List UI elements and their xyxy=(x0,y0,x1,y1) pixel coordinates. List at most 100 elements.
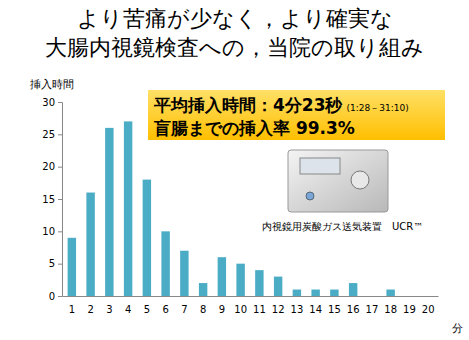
x-tick-label: 11 xyxy=(253,304,266,315)
title: 大腸内視鏡検査への，当院の取り組み xyxy=(45,35,424,60)
y-tick: 0 xyxy=(49,291,62,302)
device-body xyxy=(288,150,388,212)
annotation: 平均挿入時間：4分23秒 (1:28－31:10) xyxy=(153,95,409,115)
x-tick: 10 xyxy=(234,296,247,315)
x-tick-label: 14 xyxy=(309,304,322,315)
x-tick: 12 xyxy=(272,296,285,315)
bar xyxy=(68,238,76,296)
bars xyxy=(68,121,395,296)
x-tick-label: 12 xyxy=(272,304,285,315)
x-tick: 4 xyxy=(125,296,131,315)
y-tick-label: 10 xyxy=(42,226,55,237)
x-tick: 3 xyxy=(106,296,112,315)
y-tick-mark xyxy=(58,102,62,103)
x-tick: 5 xyxy=(144,296,150,315)
bar xyxy=(143,180,151,296)
bar xyxy=(255,270,263,296)
y-tick-mark xyxy=(58,134,62,135)
bar xyxy=(274,277,282,296)
bar xyxy=(218,257,226,296)
x-tick-label: 2 xyxy=(87,304,93,315)
x-tick-label: 9 xyxy=(219,304,225,315)
x-tick-label: 6 xyxy=(162,304,168,315)
y-tick: 30 xyxy=(42,97,62,108)
y-tick-label: 25 xyxy=(42,129,55,140)
x-tick-label: 15 xyxy=(328,304,341,315)
x-tick: 6 xyxy=(162,296,168,315)
x-tick: 20 xyxy=(422,296,435,315)
y-axis-title: 挿入時間 xyxy=(30,78,74,91)
device-panel xyxy=(300,158,340,174)
y-axis: 0 5 10 15 20 25 30 xyxy=(42,97,62,302)
y-tick-mark xyxy=(58,231,62,232)
y-tick-mark xyxy=(58,264,62,265)
bar xyxy=(349,283,357,296)
x-tick: 17 xyxy=(366,296,379,315)
background xyxy=(0,0,469,340)
y-tick-mark xyxy=(58,167,62,168)
x-tick-label: 3 xyxy=(106,304,112,315)
annotation: 平均挿入時間：4分23秒 xyxy=(153,95,343,115)
bar xyxy=(86,193,94,296)
x-tick-label: 4 xyxy=(125,304,131,315)
y-tick-label: 20 xyxy=(42,161,55,172)
title: より苦痛が少なく，より確実な xyxy=(77,6,393,31)
x-tick: 13 xyxy=(291,296,304,315)
bar xyxy=(405,296,413,297)
bar xyxy=(330,290,338,296)
x-tick-label: 20 xyxy=(422,304,435,315)
x-tick: 2 xyxy=(87,296,93,315)
bar xyxy=(368,296,376,297)
x-tick-label: 7 xyxy=(181,304,187,315)
chart-svg: より苦痛が少なく，より確実な大腸内視鏡検査への，当院の取り組み051015202… xyxy=(0,0,469,340)
bar xyxy=(124,121,132,296)
x-tick: 9 xyxy=(219,296,225,315)
y-tick-label: 5 xyxy=(49,258,55,269)
x-tick-label: 13 xyxy=(291,304,304,315)
x-tick-label: 16 xyxy=(347,304,360,315)
y-tick-label: 0 xyxy=(49,291,55,302)
x-tick: 8 xyxy=(200,296,206,315)
y-tick: 10 xyxy=(42,226,62,237)
x-tick: 11 xyxy=(253,296,266,315)
x-tick-label: 8 xyxy=(200,304,206,315)
y-tick-label: 15 xyxy=(42,194,55,205)
bar xyxy=(386,290,394,296)
y-axis-line xyxy=(58,103,63,297)
x-tick: 15 xyxy=(328,296,341,315)
x-tick: 14 xyxy=(309,296,322,315)
y-tick-label: 30 xyxy=(42,97,55,108)
y-tick-mark xyxy=(58,296,62,297)
x-axis-title: 分 xyxy=(452,322,463,335)
x-tick-label: 18 xyxy=(384,304,397,315)
annotation: (1:28－31:10) xyxy=(347,103,409,113)
x-axis: 1234567891011121314151617181920 xyxy=(63,296,439,315)
device-image xyxy=(288,150,388,212)
bar xyxy=(180,251,188,296)
annotation: 盲腸までの挿入率 99.3% xyxy=(153,118,355,138)
device-knob xyxy=(351,171,369,189)
x-tick: 19 xyxy=(403,296,416,315)
x-tick: 1 xyxy=(69,296,75,315)
chart-container: より苦痛が少なく，より確実な大腸内視鏡検査への，当院の取り組み051015202… xyxy=(0,0,469,340)
bar xyxy=(293,290,301,296)
x-tick-label: 19 xyxy=(403,304,416,315)
x-tick-label: 1 xyxy=(69,304,75,315)
y-tick-mark xyxy=(58,199,62,200)
x-axis-line xyxy=(63,296,439,297)
x-tick-label: 5 xyxy=(144,304,150,315)
bar xyxy=(424,296,432,297)
device-port xyxy=(306,192,314,200)
x-tick: 7 xyxy=(181,296,187,315)
y-tick: 25 xyxy=(42,129,62,140)
bar xyxy=(105,128,113,296)
y-tick: 20 xyxy=(42,161,62,172)
bar xyxy=(311,290,319,296)
x-tick: 18 xyxy=(384,296,397,315)
bar xyxy=(199,283,207,296)
x-tick: 16 xyxy=(347,296,360,315)
x-tick-label: 17 xyxy=(366,304,379,315)
y-tick: 15 xyxy=(42,194,62,205)
bar xyxy=(236,264,244,296)
x-tick-label: 10 xyxy=(234,304,247,315)
